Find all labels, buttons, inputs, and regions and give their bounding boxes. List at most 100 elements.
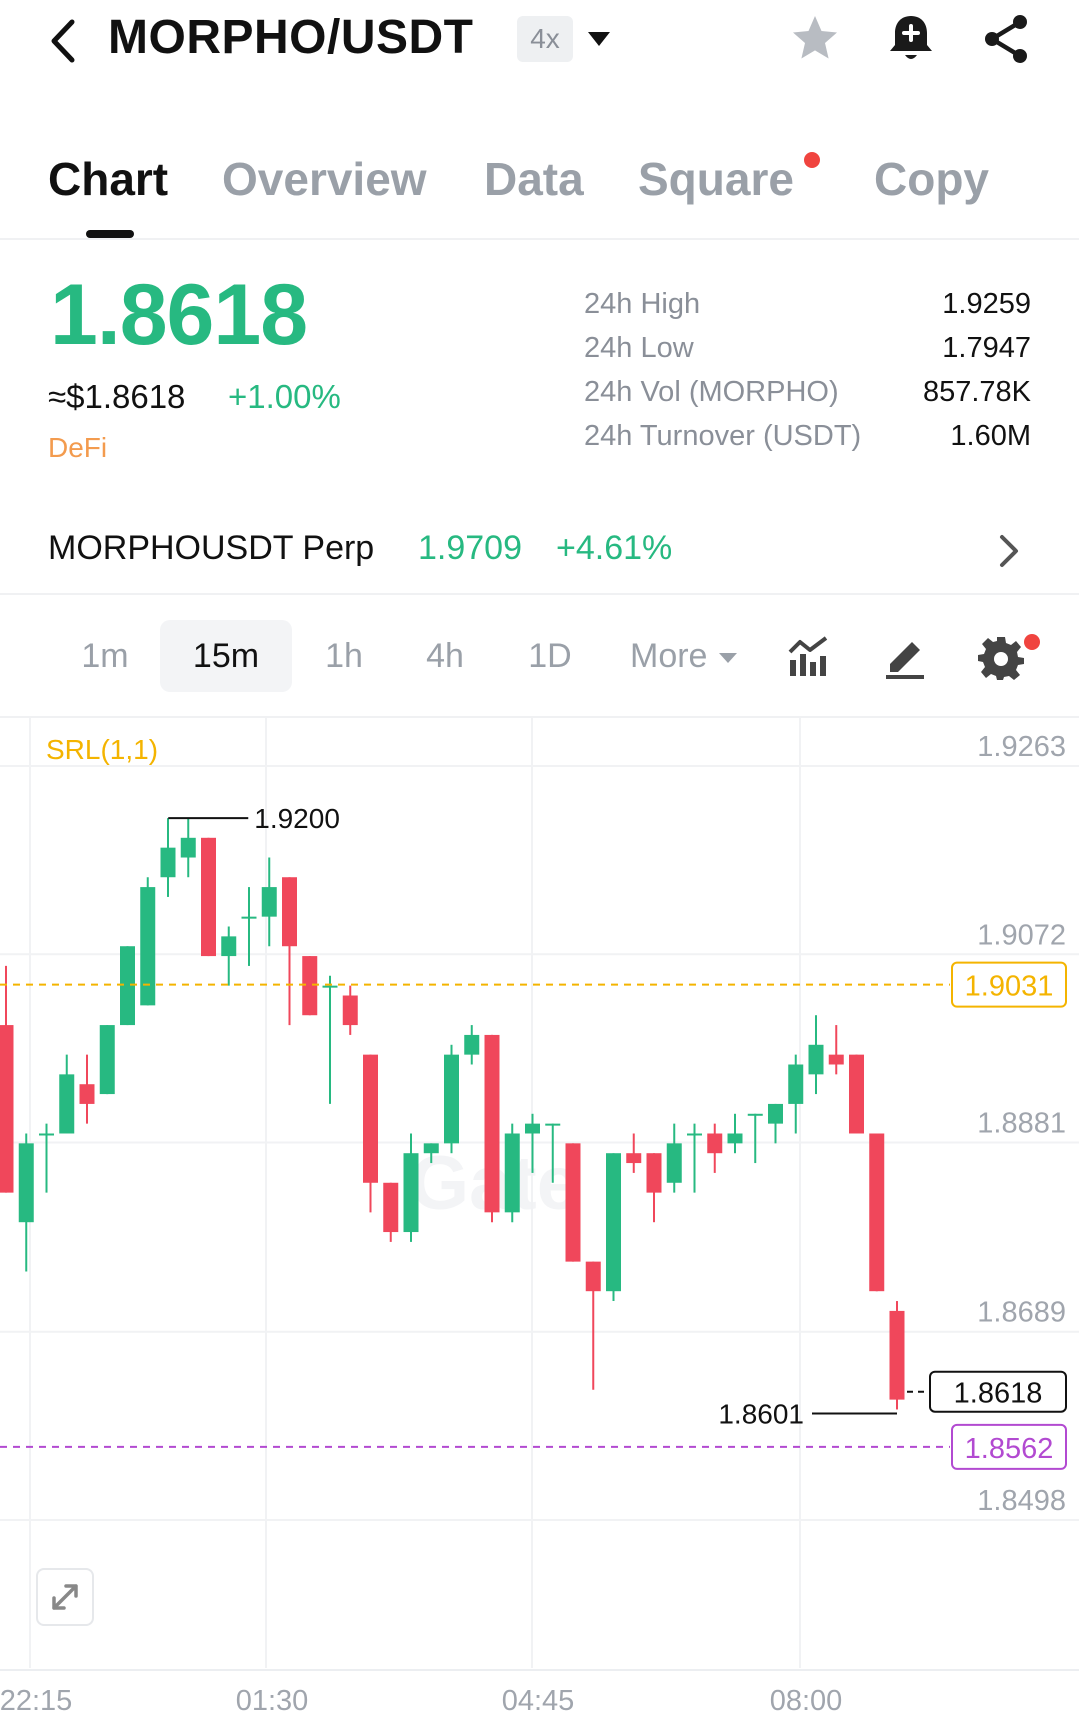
candle-body <box>565 1143 581 1262</box>
main-tabs: Chart Overview Data Square Copy <box>0 140 1079 240</box>
caret-down-icon <box>719 653 738 664</box>
perp-contract-row[interactable]: MORPHOUSDT Perp 1.9709 +4.61% <box>0 505 1079 595</box>
candle-body <box>606 1153 621 1292</box>
active-tab-indicator <box>86 230 134 238</box>
current-price-box <box>929 1370 1067 1413</box>
share-icon[interactable] <box>978 10 1036 68</box>
candle-body <box>302 956 318 1016</box>
candle-body <box>464 1034 480 1055</box>
stat-24h-high-value: 1.9259 <box>942 288 1031 320</box>
candle-body <box>383 1182 399 1233</box>
candle-body <box>444 1054 459 1144</box>
square-notification-dot <box>804 152 820 168</box>
candle-body <box>201 837 216 957</box>
settings-gear-icon[interactable] <box>978 634 1024 680</box>
candle-body <box>788 1064 804 1104</box>
candle-body <box>626 1153 642 1164</box>
candle-body <box>808 1044 824 1075</box>
candle-body <box>687 1133 702 1136</box>
bell-plus-icon[interactable] <box>882 10 940 68</box>
pair-title[interactable]: MORPHO/USDT <box>108 11 474 64</box>
chart-overlays: 1.9031 1.8562 1.8618 1.9200 1.8601 <box>0 803 1067 1470</box>
candle-body <box>120 946 135 1026</box>
draw-pen-icon[interactable] <box>882 634 928 680</box>
perp-change: +4.61% <box>556 529 673 567</box>
y-tick-label: 1.9072 <box>977 919 1066 951</box>
candle-body <box>423 1143 439 1154</box>
candle-body <box>585 1261 601 1292</box>
interval-1h[interactable]: 1h <box>325 637 363 675</box>
usd-price: ≈$1.8618 <box>48 378 186 415</box>
srl2-price-label: 1.8562 <box>965 1433 1054 1465</box>
candle-body <box>59 1074 75 1134</box>
category-tag[interactable]: DeFi <box>48 432 108 463</box>
candle-body <box>221 936 237 957</box>
candle-body <box>39 1133 54 1136</box>
candles <box>0 818 905 1410</box>
star-icon[interactable] <box>786 10 844 68</box>
candle-body <box>889 1310 905 1400</box>
stat-24h-high-label: 24h High <box>584 288 701 320</box>
candle-body <box>707 1133 723 1154</box>
srl2-price-box <box>951 1423 1067 1470</box>
candle-body <box>140 887 156 1006</box>
perp-price: 1.9709 <box>418 529 522 567</box>
candle-body <box>403 1153 419 1233</box>
srl-price-box <box>951 961 1067 1008</box>
candlestick-chart[interactable]: 1.9263 1.9072 1.8881 1.8689 1.8498 22:15 01:30… <box>0 718 1079 1719</box>
high-marker-label: 1.9200 <box>254 803 340 834</box>
indicator-label[interactable]: SRL(1,1) <box>46 734 159 765</box>
x-tick-label: 22:15 <box>0 1685 72 1717</box>
tab-overview[interactable]: Overview <box>222 153 427 205</box>
stat-24h-low-value: 1.7947 <box>942 332 1031 364</box>
stat-24h-turnover-value: 1.60M <box>950 420 1031 452</box>
x-tick-label: 01:30 <box>236 1685 309 1717</box>
caret-down-icon[interactable] <box>584 26 614 52</box>
candle-body <box>363 1054 378 1183</box>
stat-24h-vol-value: 857.78K <box>922 376 1031 408</box>
candle-body <box>484 1034 500 1213</box>
candle-body <box>160 847 176 878</box>
interval-1m[interactable]: 1m <box>81 637 129 675</box>
candle-body <box>525 1123 540 1134</box>
indicators-icon[interactable] <box>786 634 832 680</box>
stat-24h-turnover-label: 24h Turnover (USDT) <box>584 420 862 452</box>
current-price-label: 1.8618 <box>954 1378 1043 1410</box>
candle-body <box>180 837 196 858</box>
candle-body <box>747 1113 763 1116</box>
y-tick-label: 1.8689 <box>977 1297 1066 1329</box>
candle-body <box>261 887 277 917</box>
candle-body <box>727 1133 743 1144</box>
interval-more-label: More <box>630 637 708 675</box>
price-change-percent: +1.00% <box>228 378 341 415</box>
tab-copy[interactable]: Copy <box>874 153 989 205</box>
low-marker-label: 1.8601 <box>718 1398 804 1429</box>
candle-body <box>322 985 338 988</box>
last-price: 1.8618 <box>50 267 308 363</box>
interval-more[interactable]: More <box>630 620 758 692</box>
tab-chart[interactable]: Chart <box>48 153 169 205</box>
candle-body <box>0 1025 14 1193</box>
stat-24h-vol-label: 24h Vol (MORPHO) <box>584 376 839 408</box>
x-tick-label: 08:00 <box>770 1685 843 1717</box>
fullscreen-button[interactable] <box>36 1568 94 1626</box>
back-chevron-icon[interactable] <box>44 16 84 66</box>
candle-body <box>768 1103 783 1124</box>
candle-body <box>828 1054 844 1065</box>
candle-body <box>869 1133 885 1292</box>
interval-4h[interactable]: 4h <box>426 637 464 675</box>
candle-body <box>79 1084 95 1104</box>
interval-15m[interactable]: 15m <box>160 620 292 692</box>
tab-data[interactable]: Data <box>484 153 584 205</box>
perp-name: MORPHOUSDT Perp <box>48 529 375 567</box>
candle-body <box>666 1143 682 1183</box>
candle-body <box>545 1123 561 1126</box>
chevron-right-icon <box>1000 535 1018 567</box>
top-bar: MORPHO/USDT 4x <box>0 0 1079 100</box>
tab-square[interactable]: Square <box>638 153 794 205</box>
leverage-badge: 4x <box>517 16 573 62</box>
stat-24h-low-label: 24h Low <box>584 332 694 364</box>
candle-body <box>646 1153 662 1193</box>
y-tick-label: 1.8498 <box>977 1485 1066 1517</box>
interval-1d[interactable]: 1D <box>528 637 572 675</box>
